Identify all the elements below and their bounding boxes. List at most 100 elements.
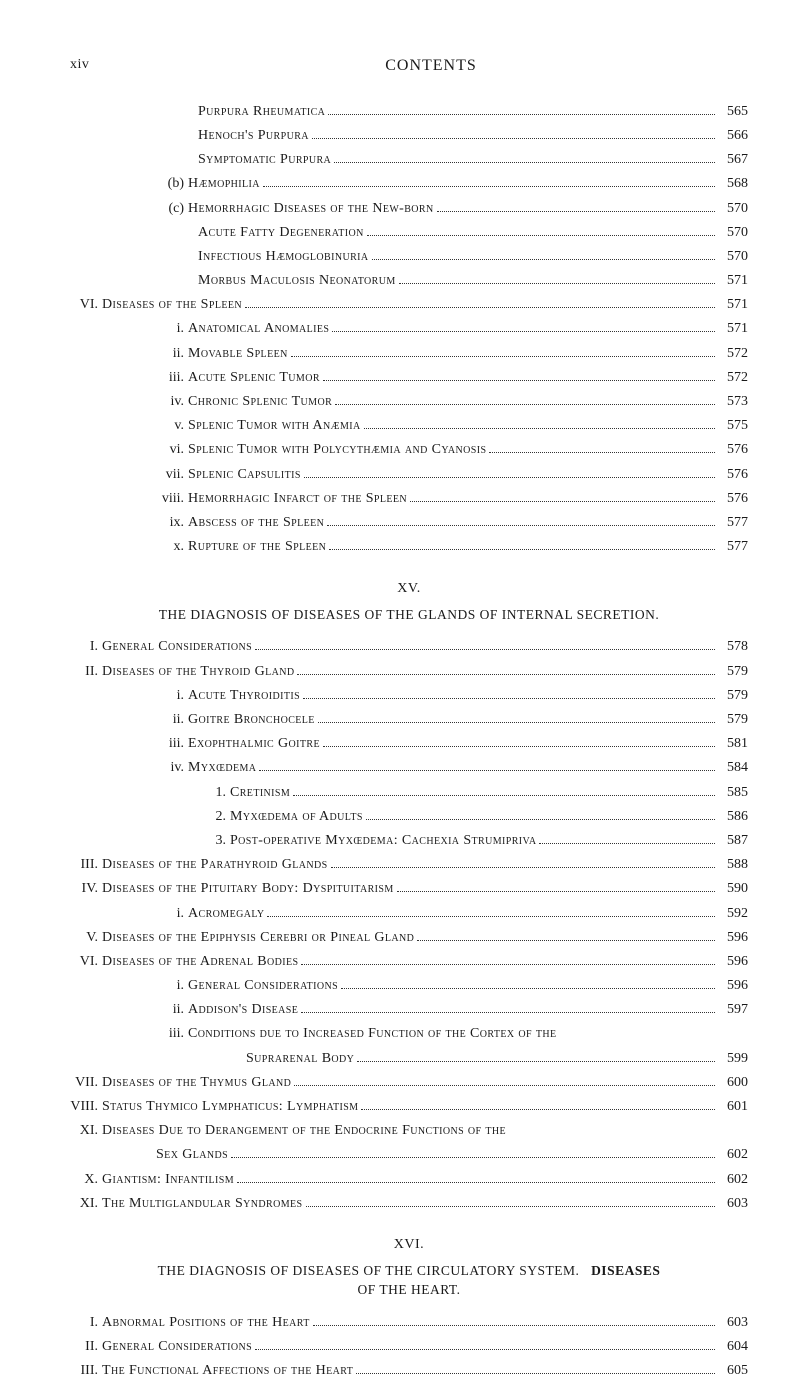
entry-title: Hemorrhagic Infarct of the Spleen	[188, 488, 407, 510]
entry-page: 565	[718, 101, 748, 123]
dot-leader	[410, 501, 715, 502]
dot-leader	[297, 674, 715, 675]
entry-label: i.	[156, 903, 188, 925]
toc-entry: X.Giantism: Infantilism602	[70, 1169, 748, 1191]
entry-title: Goitre Bronchocele	[188, 709, 315, 731]
toc-entry: iii.Acute Splenic Tumor572	[70, 367, 748, 389]
dot-leader	[332, 331, 715, 332]
toc-entry: Acute Fatty Degeneration570	[70, 222, 748, 244]
toc-block-pre-xv: Purpura Rheumatica565Henoch's Purpura566…	[70, 101, 748, 558]
entry-title: Chronic Splenic Tumor	[188, 391, 332, 413]
entry-title: Splenic Capsulitis	[188, 464, 301, 486]
page-folio: xiv	[70, 54, 114, 79]
entry-page: 601	[718, 1096, 748, 1118]
toc-entry: i.General Considerations 596	[70, 975, 748, 997]
dot-leader	[301, 964, 715, 965]
section-xv-numeral: XV.	[70, 578, 748, 600]
entry-title: Purpura Rheumatica	[198, 101, 325, 123]
entry-page: 587	[718, 830, 748, 852]
toc-entry: iii.Conditions due to Increased Function…	[70, 1023, 748, 1045]
toc-entry: Infectious Hæmoglobinuria570	[70, 246, 748, 268]
entry-label: iv.	[156, 391, 188, 413]
entry-label: (b)	[156, 173, 188, 195]
dot-leader	[356, 1373, 715, 1374]
entry-page: 599	[718, 1048, 748, 1070]
section-xvi-numeral: XVI.	[70, 1234, 748, 1256]
entry-label: XI.	[70, 1120, 102, 1142]
entry-page: 568	[718, 173, 748, 195]
entry-label: ii.	[156, 343, 188, 365]
dot-leader	[372, 259, 716, 260]
entry-page: 602	[718, 1169, 748, 1191]
toc-entry: i.Acute Thyroiditis579	[70, 685, 748, 707]
entry-page: 576	[718, 488, 748, 510]
entry-label: i.	[156, 975, 188, 997]
toc-entry: viii.Hemorrhagic Infarct of the Spleen57…	[70, 488, 748, 510]
dot-leader	[357, 1061, 715, 1062]
dot-leader	[294, 1085, 715, 1086]
entry-label: ix.	[156, 512, 188, 534]
entry-page: 585	[718, 782, 748, 804]
toc-entry: Morbus Maculosis Neonatorum571	[70, 270, 748, 292]
entry-label: iv.	[156, 757, 188, 779]
dot-leader	[301, 1012, 715, 1013]
entry-page: 581	[718, 733, 748, 755]
entry-page: 570	[718, 246, 748, 268]
toc-entry: ix.Abscess of the Spleen577	[70, 512, 748, 534]
section-xvi-title-line2: OF THE HEART.	[357, 1282, 460, 1297]
entry-title: Anatomical Anomalies	[188, 318, 329, 340]
entry-label: III.	[70, 854, 102, 876]
entry-title: Exophthalmic Goitre	[188, 733, 320, 755]
entry-title: Diseases of the Epiphysis Cerebri or Pin…	[102, 927, 414, 949]
toc-entry: VIII.Status Thymico Lymphaticus: Lymphat…	[70, 1096, 748, 1118]
toc-entry: XI.The Multiglandular Syndromes603	[70, 1193, 748, 1215]
toc-entry: 2.Myxœdema of Adults586	[70, 806, 748, 828]
entry-label: VI.	[70, 294, 102, 316]
entry-title: Acromegaly	[188, 903, 264, 925]
entry-label: v.	[156, 415, 188, 437]
entry-title: Myxœdema of Adults	[230, 806, 363, 828]
entry-page: 596	[718, 951, 748, 973]
entry-title: Giantism: Infantilism	[102, 1169, 234, 1191]
toc-entry: Symptomatic Purpura567	[70, 149, 748, 171]
entry-page: 592	[718, 903, 748, 925]
entry-page: 573	[718, 391, 748, 413]
entry-page: 570	[718, 222, 748, 244]
entry-title: General Considerations	[188, 975, 338, 997]
toc-entry: (c)Hemorrhagic Diseases of the New-born5…	[70, 198, 748, 220]
entry-title: Diseases of the Thymus Gland	[102, 1072, 291, 1094]
entry-label: I.	[70, 636, 102, 658]
entry-title: Status Thymico Lymphaticus: Lymphatism	[102, 1096, 358, 1118]
running-head: xiv CONTENTS	[70, 54, 748, 79]
dot-leader	[267, 916, 715, 917]
toc-entry: II.Diseases of the Thyroid Gland579	[70, 661, 748, 683]
entry-title: Symptomatic Purpura	[198, 149, 331, 171]
dot-leader	[399, 283, 715, 284]
entry-page: 596	[718, 975, 748, 997]
entry-page: 571	[718, 294, 748, 316]
dot-leader	[366, 819, 715, 820]
dot-leader	[361, 1109, 715, 1110]
entry-page: 605	[718, 1360, 748, 1382]
entry-page: 579	[718, 685, 748, 707]
dot-leader	[364, 428, 715, 429]
dot-leader	[312, 138, 715, 139]
entry-title: Hæmophilia	[188, 173, 260, 195]
entry-label: II.	[70, 661, 102, 683]
entry-page: 588	[718, 854, 748, 876]
dot-leader	[334, 162, 715, 163]
dot-leader	[303, 698, 715, 699]
entry-page: 604	[718, 1336, 748, 1358]
toc-entry: (b)Hæmophilia 568	[70, 173, 748, 195]
toc-entry: 3.Post-operative Myxœdema: Cachexia Stru…	[70, 830, 748, 852]
entry-page: 572	[718, 367, 748, 389]
toc-block-xv: I.General Considerations578II.Diseases o…	[70, 636, 748, 1214]
entry-title: Conditions due to Increased Function of …	[188, 1023, 557, 1045]
entry-title: The Functional Affections of the Heart	[102, 1360, 353, 1382]
toc-entry: i.Acromegaly 592	[70, 903, 748, 925]
entry-page: 578	[718, 636, 748, 658]
entry-page: 570	[718, 198, 748, 220]
dot-leader	[335, 404, 715, 405]
toc-entry: Sex Glands602	[70, 1144, 748, 1166]
entry-page: 575	[718, 415, 748, 437]
